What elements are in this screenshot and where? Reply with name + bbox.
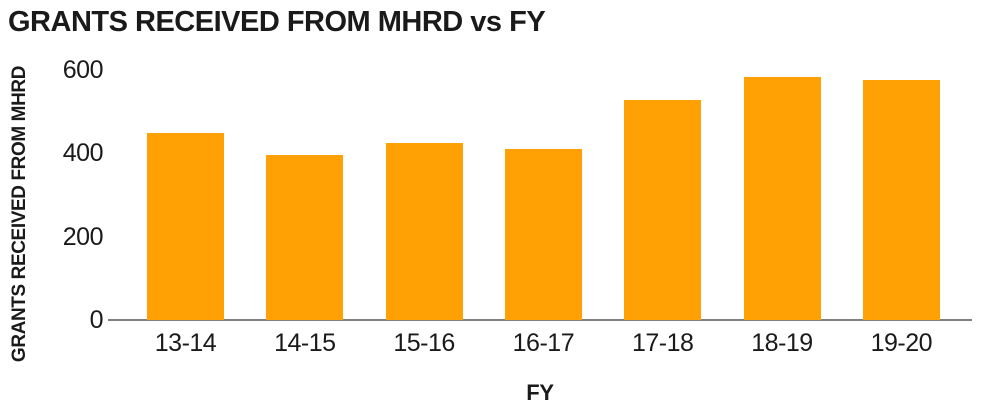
- x-axis-title: FY: [526, 380, 554, 405]
- bar-19-20: [862, 79, 940, 320]
- bar-15-16: [385, 143, 463, 320]
- x-tick-label: 19-20: [870, 329, 933, 357]
- x-axis-line: [108, 319, 972, 321]
- bar-18-19: [743, 76, 821, 320]
- x-tick-label: 14-15: [274, 329, 336, 357]
- bar-13-14: [147, 132, 224, 320]
- x-tick-label: 18-19: [751, 329, 813, 357]
- bar-17-18: [624, 99, 702, 320]
- bar-16-17: [504, 149, 582, 320]
- x-tick-label: 17-18: [631, 329, 694, 357]
- y-tick-label: 600: [62, 56, 104, 84]
- chart-title: GRANTS RECEIVED FROM MHRD vs FY: [8, 6, 546, 38]
- bar-14-15: [266, 155, 344, 320]
- y-tick-label: 400: [62, 139, 104, 168]
- y-tick-label: 200: [62, 222, 104, 251]
- x-tick-label: 15-16: [393, 329, 455, 357]
- y-tick-label: 0: [89, 306, 104, 334]
- x-tick-label: 13-14: [154, 329, 217, 357]
- x-tick-label: 16-17: [512, 329, 575, 357]
